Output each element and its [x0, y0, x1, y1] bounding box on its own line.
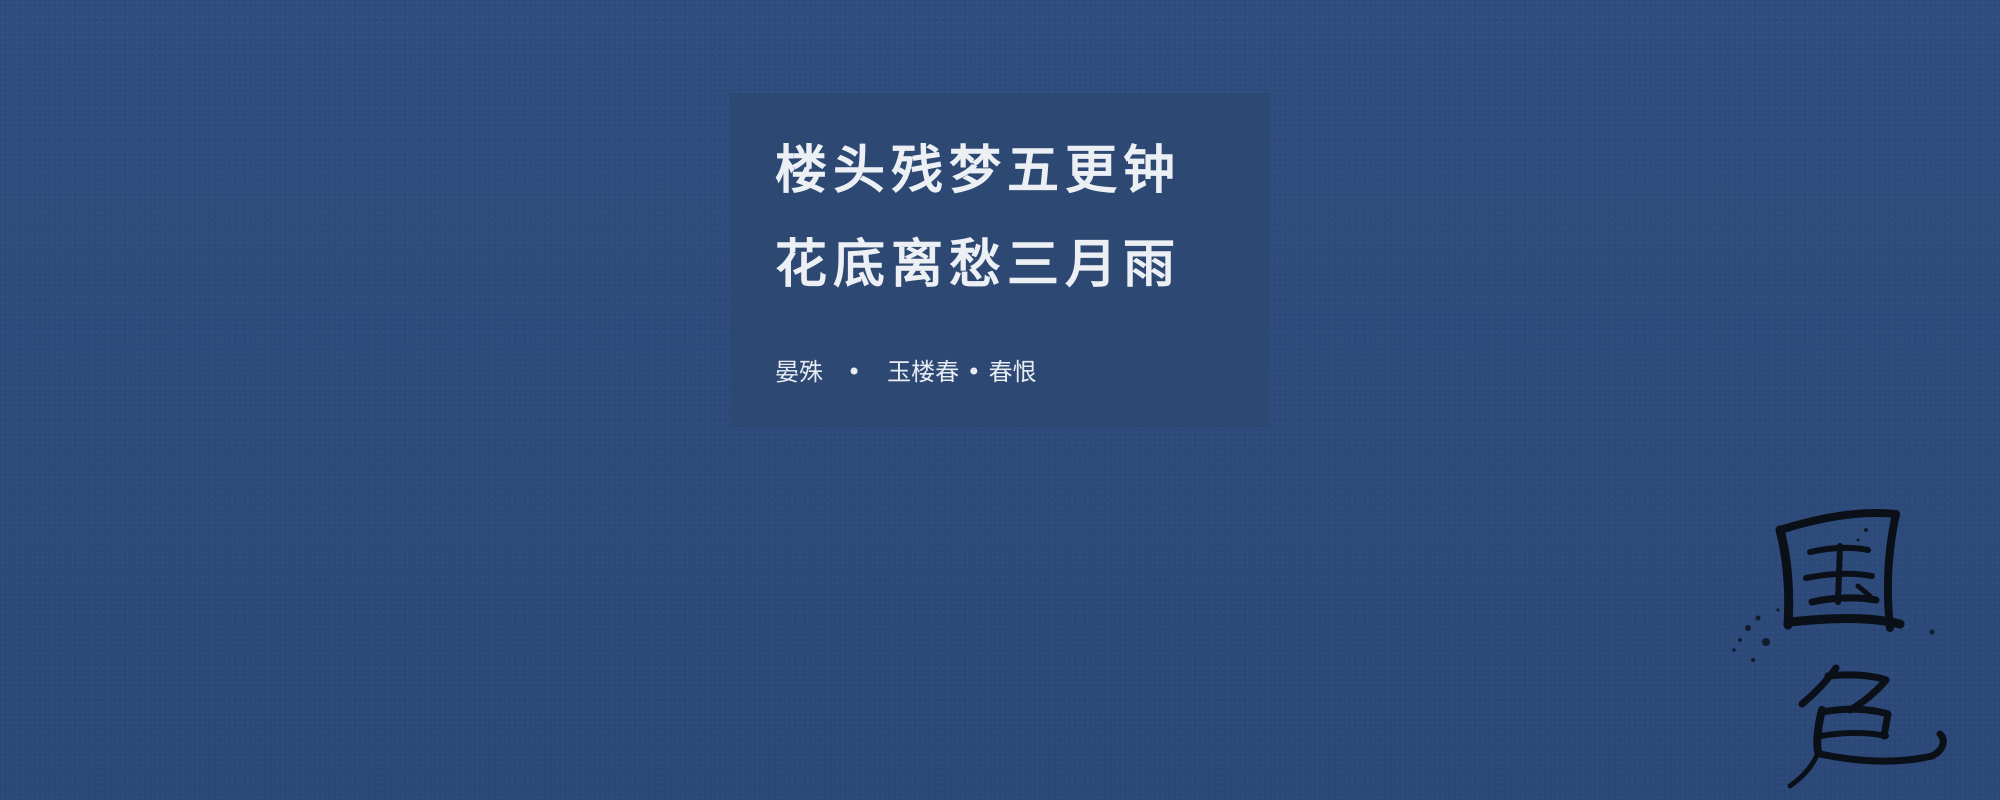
- poem-line-2: 花底离愁三月雨: [775, 234, 1182, 295]
- author-name: 晏殊: [775, 358, 823, 386]
- attribution: 晏殊 • 玉楼春 • 春恨: [775, 357, 1037, 387]
- calligraphy-seal-icon: [1718, 500, 1968, 790]
- attribution-separator: •: [847, 358, 862, 386]
- poem-panel: 楼头残梦五更钟 花底离愁三月雨 晏殊 • 玉楼春 • 春恨: [729, 93, 1270, 427]
- calligraphy-seal-graphic: [1732, 508, 1947, 789]
- poem-title: 玉楼春 • 春恨: [887, 358, 1037, 386]
- poem-line-1: 楼头残梦五更钟: [775, 140, 1182, 201]
